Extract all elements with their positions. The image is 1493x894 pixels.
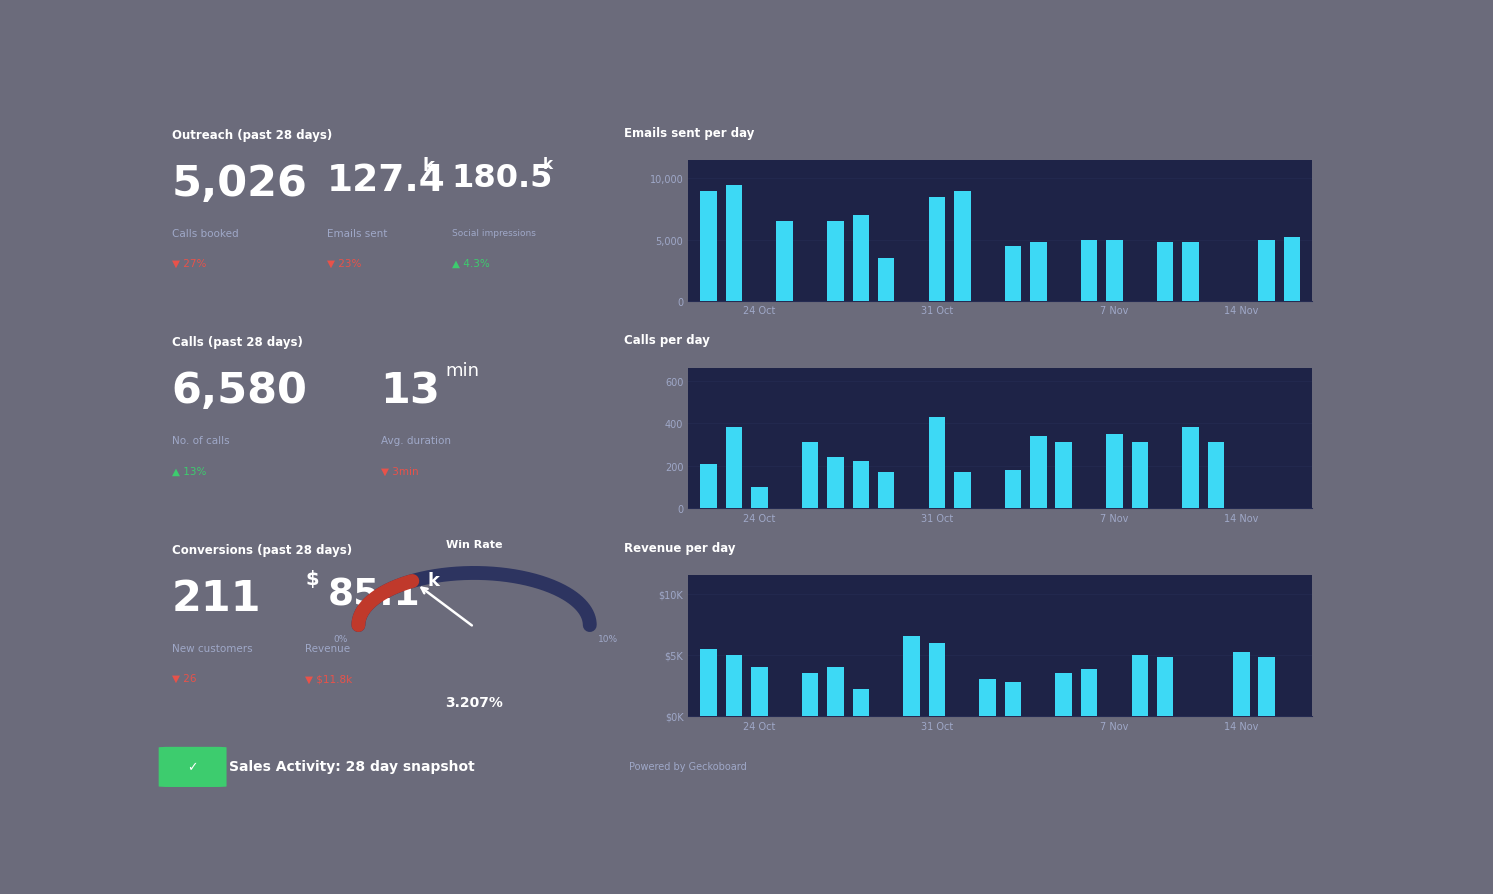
Bar: [853, 215, 869, 301]
Bar: [802, 443, 818, 509]
Bar: [827, 667, 844, 716]
Bar: [1030, 242, 1047, 301]
Text: ▼ 27%: ▼ 27%: [172, 258, 206, 268]
Bar: [1157, 242, 1173, 301]
Text: 211: 211: [172, 578, 261, 620]
Bar: [1005, 682, 1021, 716]
Text: k: k: [543, 156, 554, 172]
Text: 0%: 0%: [333, 635, 348, 644]
Text: ▼ 26: ▼ 26: [172, 673, 196, 683]
Text: Revenue: Revenue: [305, 644, 351, 654]
Text: min: min: [445, 362, 479, 380]
Bar: [954, 191, 970, 301]
Bar: [1005, 470, 1021, 509]
Text: Conversions (past 28 days): Conversions (past 28 days): [172, 544, 352, 556]
Text: ✓: ✓: [187, 761, 199, 773]
Text: 180.5: 180.5: [452, 163, 554, 193]
Text: 85.1: 85.1: [327, 578, 420, 613]
Bar: [929, 198, 945, 301]
FancyBboxPatch shape: [158, 747, 227, 787]
Bar: [776, 222, 793, 301]
Bar: [1106, 240, 1123, 301]
Bar: [1132, 443, 1148, 509]
Text: No. of calls: No. of calls: [172, 436, 228, 446]
Bar: [1081, 670, 1097, 716]
Bar: [1005, 247, 1021, 301]
Bar: [751, 487, 767, 509]
Text: ▲ 4.3%: ▲ 4.3%: [452, 258, 490, 268]
Text: k: k: [423, 156, 434, 174]
Bar: [751, 667, 767, 716]
Bar: [1182, 242, 1199, 301]
Bar: [853, 462, 869, 509]
Bar: [954, 473, 970, 509]
Text: Outreach (past 28 days): Outreach (past 28 days): [172, 129, 331, 141]
Bar: [726, 655, 742, 716]
Text: Emails sent: Emails sent: [327, 229, 388, 239]
Text: ▲ 13%: ▲ 13%: [172, 466, 206, 476]
Bar: [726, 428, 742, 509]
Bar: [700, 649, 717, 716]
Bar: [1132, 655, 1148, 716]
Text: Avg. duration: Avg. duration: [381, 436, 451, 446]
Text: Calls per day: Calls per day: [624, 334, 709, 347]
Bar: [1284, 238, 1300, 301]
Bar: [1056, 443, 1072, 509]
Bar: [878, 258, 894, 301]
Text: Sales Activity: 28 day snapshot: Sales Activity: 28 day snapshot: [228, 759, 475, 772]
Text: Win Rate: Win Rate: [446, 539, 502, 549]
Bar: [726, 185, 742, 301]
Bar: [1081, 240, 1097, 301]
Text: 3.207%: 3.207%: [445, 696, 503, 710]
Bar: [929, 643, 945, 716]
Text: Emails sent per day: Emails sent per day: [624, 127, 754, 139]
Text: ▼ 3min: ▼ 3min: [381, 466, 418, 476]
Text: New customers: New customers: [172, 644, 252, 654]
Bar: [903, 637, 920, 716]
Text: Calls (past 28 days): Calls (past 28 days): [172, 336, 303, 349]
Text: 6,580: 6,580: [172, 370, 308, 412]
Text: 10%: 10%: [597, 635, 618, 644]
Bar: [802, 673, 818, 716]
Bar: [929, 417, 945, 509]
Bar: [1157, 657, 1173, 716]
Bar: [1106, 434, 1123, 509]
Text: Calls booked: Calls booked: [172, 229, 239, 239]
Bar: [979, 679, 996, 716]
Text: Social impressions: Social impressions: [452, 229, 536, 238]
Bar: [827, 222, 844, 301]
Text: Revenue per day: Revenue per day: [624, 542, 736, 554]
Bar: [1233, 653, 1250, 716]
Text: k: k: [427, 571, 439, 589]
Bar: [878, 473, 894, 509]
Bar: [1259, 240, 1275, 301]
Bar: [853, 689, 869, 716]
Bar: [1056, 673, 1072, 716]
Bar: [1030, 436, 1047, 509]
Text: 5,026: 5,026: [172, 163, 308, 205]
Text: Powered by Geckoboard: Powered by Geckoboard: [629, 761, 746, 771]
Bar: [700, 191, 717, 301]
Bar: [827, 458, 844, 509]
Text: ▼ $11.8k: ▼ $11.8k: [305, 673, 352, 683]
Text: ▼ 23%: ▼ 23%: [327, 258, 361, 268]
Bar: [1182, 428, 1199, 509]
Text: $: $: [305, 569, 318, 588]
Text: 127.4: 127.4: [327, 163, 446, 198]
Text: 13: 13: [381, 370, 440, 412]
Bar: [1259, 657, 1275, 716]
Bar: [700, 464, 717, 509]
Bar: [1208, 443, 1224, 509]
